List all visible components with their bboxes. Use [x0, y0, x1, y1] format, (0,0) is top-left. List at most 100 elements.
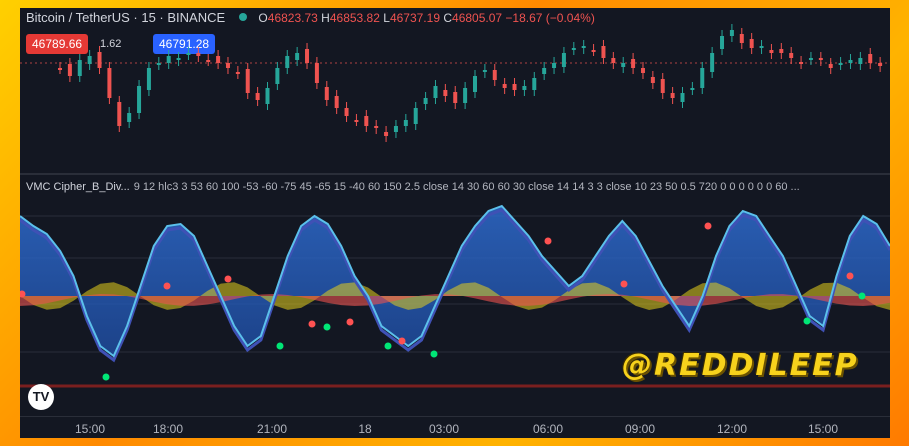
candle — [502, 84, 507, 88]
sell-signal-dot — [346, 318, 354, 326]
tradingview-logo[interactable]: TV — [28, 384, 54, 410]
time-tick: 18 — [358, 422, 372, 436]
candle — [542, 68, 547, 74]
time-tick: 15:00 — [74, 422, 106, 436]
candle — [324, 87, 329, 100]
wave-1-line — [20, 204, 890, 358]
candle — [749, 39, 754, 48]
sell-button[interactable]: 46789.66 — [26, 34, 89, 54]
time-axis[interactable]: 15:00 18:00 21:00 18 03:00 06:00 09:00 12:00 15:… — [20, 416, 890, 438]
candle — [512, 84, 517, 90]
sell-signal-dot — [398, 337, 406, 345]
candle — [532, 78, 537, 90]
candle — [621, 63, 626, 67]
buy-button[interactable]: 46791.28 — [153, 34, 216, 54]
pane-separator[interactable] — [20, 173, 890, 175]
indicator-legend[interactable]: VMC Cipher_B_Div... 9 12 hlc3 3 53 60 100… — [26, 181, 800, 193]
candle — [87, 56, 92, 64]
candle — [601, 46, 606, 58]
candle — [492, 70, 497, 80]
candle — [729, 30, 734, 36]
candle — [710, 53, 715, 72]
candle — [265, 88, 270, 104]
candle — [670, 93, 675, 98]
candle — [739, 34, 744, 43]
time-tick: 03:00 — [428, 422, 460, 436]
sell-signal-dot — [620, 280, 628, 288]
candle — [393, 126, 398, 132]
candle — [384, 132, 389, 136]
market-open-icon — [238, 13, 247, 21]
candle — [58, 68, 62, 70]
watermark-text: @REDDILEEP — [622, 348, 859, 383]
candle — [443, 90, 448, 96]
change-value: −18.67 (−0.04%) — [505, 11, 595, 25]
candle — [482, 70, 487, 72]
candle — [344, 108, 349, 116]
indicator-name: VMC Cipher_B_Div... — [26, 181, 130, 193]
candle — [433, 86, 438, 98]
time-tick: 09:00 — [624, 422, 656, 436]
candle — [364, 116, 369, 126]
sell-signal-dot — [704, 222, 712, 230]
candle — [206, 60, 211, 62]
time-tick: 21:00 — [256, 422, 288, 436]
candle — [314, 63, 319, 83]
cipher-b-indicator[interactable] — [20, 176, 890, 416]
candle — [295, 53, 300, 60]
candle — [818, 58, 823, 60]
candle — [413, 108, 418, 124]
time-tick: 12:00 — [716, 422, 748, 436]
high-value: 46853.82 — [329, 11, 380, 25]
candle — [275, 68, 280, 84]
candle — [799, 62, 804, 64]
symbol-title[interactable]: Bitcoin / TetherUS · 15 · BINANCE — [26, 10, 226, 25]
wave-area — [20, 206, 890, 356]
candle — [137, 86, 142, 113]
candle — [403, 120, 408, 126]
candle — [848, 60, 853, 63]
sell-signal-dot — [163, 282, 171, 290]
money-flow-area — [20, 282, 890, 310]
candle — [225, 63, 230, 68]
candle — [354, 120, 359, 122]
candle — [423, 98, 428, 104]
candle — [611, 58, 616, 63]
candle — [640, 68, 645, 73]
candle — [522, 86, 527, 90]
candle — [166, 56, 171, 63]
candle — [97, 52, 102, 68]
time-tick: 18:00 — [152, 422, 184, 436]
candle — [591, 50, 596, 52]
sell-signal-dot — [544, 237, 552, 245]
price-candles[interactable] — [20, 8, 890, 173]
candle — [156, 63, 161, 65]
candle — [255, 93, 260, 100]
buy-signal-dot — [276, 342, 284, 350]
candle — [631, 59, 636, 68]
candle — [552, 63, 557, 68]
time-tick: 06:00 — [532, 422, 564, 436]
chart-pane[interactable]: Bitcoin / TetherUS · 15 · BINANCE O46823… — [20, 8, 890, 438]
candle — [186, 53, 191, 55]
candle — [77, 60, 82, 76]
candle — [680, 93, 685, 102]
candle — [561, 53, 566, 67]
sell-signal-dot — [308, 320, 316, 328]
candle — [473, 76, 477, 92]
candle — [117, 102, 122, 126]
candle — [868, 54, 873, 63]
spread-value: 1.62 — [100, 38, 122, 50]
candle — [196, 53, 201, 56]
candle — [690, 88, 695, 90]
candle — [571, 48, 576, 50]
candle — [245, 69, 250, 93]
candle — [650, 77, 655, 83]
candle — [769, 50, 774, 53]
buy-signal-dot — [858, 292, 866, 300]
candle — [146, 68, 151, 90]
candle — [660, 79, 665, 93]
candle — [808, 58, 813, 60]
candle — [127, 113, 132, 122]
buy-signal-dot — [323, 323, 331, 331]
